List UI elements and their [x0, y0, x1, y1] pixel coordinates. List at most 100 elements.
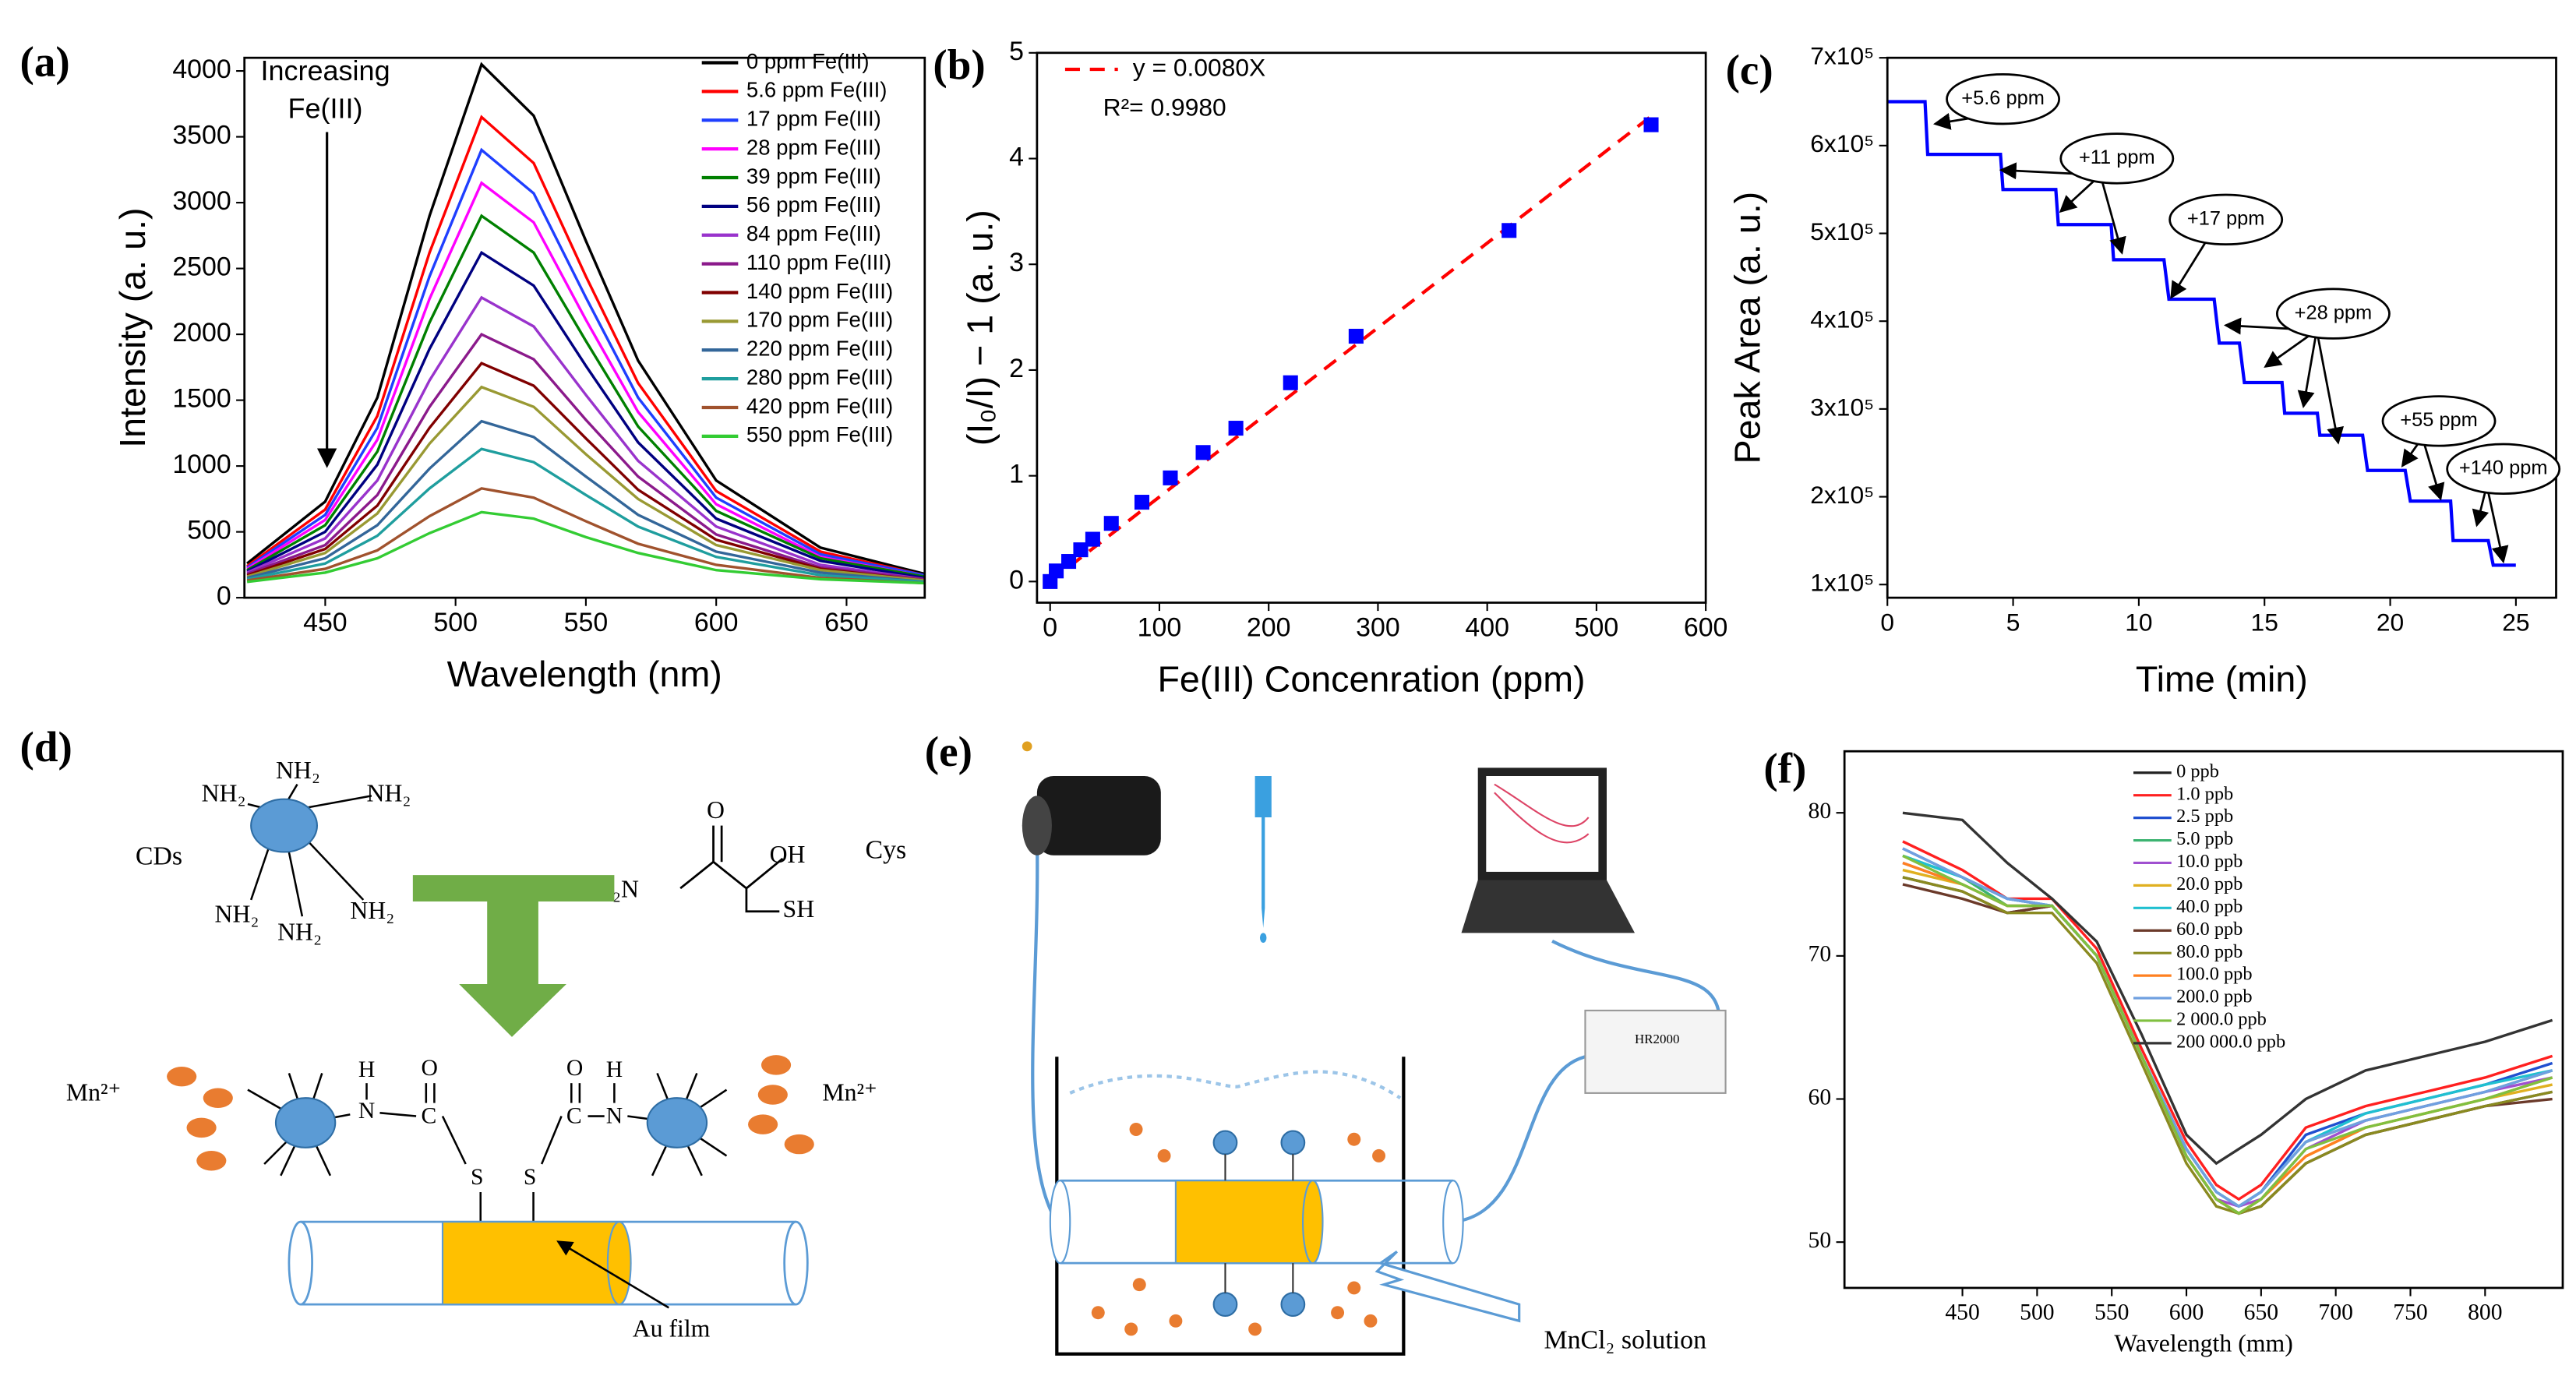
- annotation: +17 ppm: [2187, 208, 2265, 230]
- nh2-label: NH₂: [276, 757, 320, 784]
- series-line: [246, 487, 925, 585]
- scatter-point: [1103, 516, 1119, 531]
- annotation-arrow: [2297, 330, 2318, 409]
- legend-label: 80.0 ppb: [2176, 941, 2243, 962]
- atom-label: O: [566, 1056, 583, 1081]
- annotation-bubble: [2059, 132, 2175, 185]
- x-tick-label: 0: [1043, 612, 1057, 642]
- annotation: R²= 0.9980: [1103, 93, 1226, 121]
- annotation-bubble: [1946, 72, 2061, 125]
- y-tick-label: 4x10⁵: [1810, 305, 1874, 333]
- series-line: [1902, 876, 2553, 1215]
- atom-label: OH: [770, 841, 806, 868]
- legend-label: 17 ppm Fe(III): [746, 107, 881, 131]
- annotation: +55 ppm: [2400, 409, 2478, 431]
- x-tick-label: 550: [564, 608, 609, 637]
- series-line: [1049, 115, 1653, 584]
- legend-label: 200 000.0 ppb: [2176, 1031, 2285, 1052]
- scatter-point: [1283, 375, 1298, 390]
- y-tick-label: 5x10⁵: [1810, 217, 1874, 245]
- annotation-arrow: [2486, 485, 2509, 564]
- x-tick-label: 600: [1684, 612, 1728, 642]
- x-tick-label: 20: [2377, 608, 2404, 636]
- panel-label: (e): [925, 728, 972, 775]
- legend-label: 140 ppm Fe(III): [746, 279, 893, 303]
- x-tick-label: 5: [2006, 608, 2020, 636]
- reaction-arrow: [412, 875, 615, 1037]
- x-tick-label: 800: [2468, 1300, 2502, 1325]
- annotation: Increasing: [260, 55, 390, 86]
- y-tick-label: 2: [1009, 354, 1024, 383]
- atom-label: O: [421, 1056, 437, 1081]
- legend-label: 2 000.0 ppb: [2176, 1009, 2267, 1030]
- atom-label: C: [421, 1103, 436, 1128]
- scatter-point: [1134, 495, 1150, 510]
- y-tick-label: 1000: [172, 450, 231, 479]
- panel-label: (d): [19, 723, 72, 771]
- legend-label: 20.0 ppb: [2176, 873, 2243, 894]
- legend-label: 10.0 ppb: [2176, 851, 2243, 872]
- series-line: [246, 213, 925, 578]
- diagram-d: (d) NH₂ NH₂ NH₂ NH₂ NH₂ NH₂ CDs O OH H₂N…: [19, 723, 906, 1342]
- atom-label: O: [707, 796, 725, 824]
- x-tick-label: 650: [824, 608, 869, 637]
- y-tick-label: 4: [1009, 142, 1024, 171]
- y-tick-label: 70: [1808, 942, 1832, 967]
- legend-label: 280 ppm Fe(III): [746, 365, 893, 389]
- y-axis-label: (I₀/I) − 1 (a. u.): [959, 210, 1000, 446]
- y-tick-label: 3000: [172, 186, 231, 216]
- series-line: [246, 115, 925, 577]
- legend-label: 1.0 ppb: [2176, 783, 2233, 804]
- atom-label: H: [606, 1057, 623, 1082]
- legend-label: 39 ppm Fe(III): [746, 164, 881, 188]
- x-tick-label: 650: [2244, 1300, 2278, 1325]
- series-line: [1887, 100, 2516, 567]
- x-tick-label: 750: [2393, 1300, 2427, 1325]
- atom-label: S: [471, 1165, 484, 1190]
- legend-label: 5.0 ppb: [2176, 828, 2233, 849]
- spectrometer: [1584, 1009, 1727, 1094]
- legend-label: 84 ppm Fe(III): [746, 221, 881, 245]
- y-tick-label: 2x10⁵: [1810, 481, 1874, 509]
- atom-label: SH: [783, 895, 815, 923]
- x-tick-label: 600: [2169, 1300, 2204, 1325]
- plot-frame: [1036, 51, 1707, 604]
- nh2-label: NH₂: [367, 780, 411, 807]
- y-tick-label: 2000: [172, 318, 231, 348]
- ion-label: Mn²⁺: [66, 1078, 121, 1106]
- annotation: +11 ppm: [2079, 146, 2155, 168]
- scatter-point: [1195, 445, 1211, 460]
- scatter-point: [1643, 117, 1659, 132]
- solution-label: MnCl₂ solution: [1544, 1326, 1706, 1355]
- light-source: [1036, 776, 1161, 856]
- y-tick-label: 0: [1009, 565, 1024, 594]
- device-label: HR2000: [1635, 1032, 1679, 1046]
- atom-label: C: [566, 1103, 582, 1128]
- legend-label: 420 ppm Fe(III): [746, 393, 893, 418]
- panel-label: (f): [1763, 744, 1806, 792]
- legend-label: 28 ppm Fe(III): [746, 135, 881, 159]
- cys-label: Cys: [865, 835, 906, 864]
- scatter-point: [1348, 328, 1364, 344]
- annotation: Fe(III): [288, 92, 363, 124]
- diagram-e: (e) HR2000 MnCl₂ solution: [925, 728, 1727, 1356]
- plot-frame: [243, 56, 926, 599]
- series-line: [246, 147, 925, 577]
- panel-label: (b): [933, 41, 985, 89]
- y-tick-label: 7x10⁵: [1810, 42, 1874, 70]
- atom-label: N: [358, 1099, 375, 1124]
- nh2-label: NH₂: [277, 919, 322, 946]
- y-tick-label: 1500: [172, 384, 231, 414]
- x-tick-label: 450: [303, 608, 348, 637]
- panel-label: (c): [1726, 46, 1773, 93]
- annotation-bubble: [2275, 288, 2391, 340]
- legend-label: 56 ppm Fe(III): [746, 192, 881, 217]
- series-line: [246, 385, 925, 582]
- x-tick-label: 600: [694, 608, 739, 637]
- legend-label: 220 ppm Fe(III): [746, 337, 893, 361]
- x-tick-label: 700: [2318, 1300, 2352, 1325]
- cds-label: CDs: [136, 842, 182, 871]
- legend-label: 60.0 ppb: [2176, 919, 2243, 940]
